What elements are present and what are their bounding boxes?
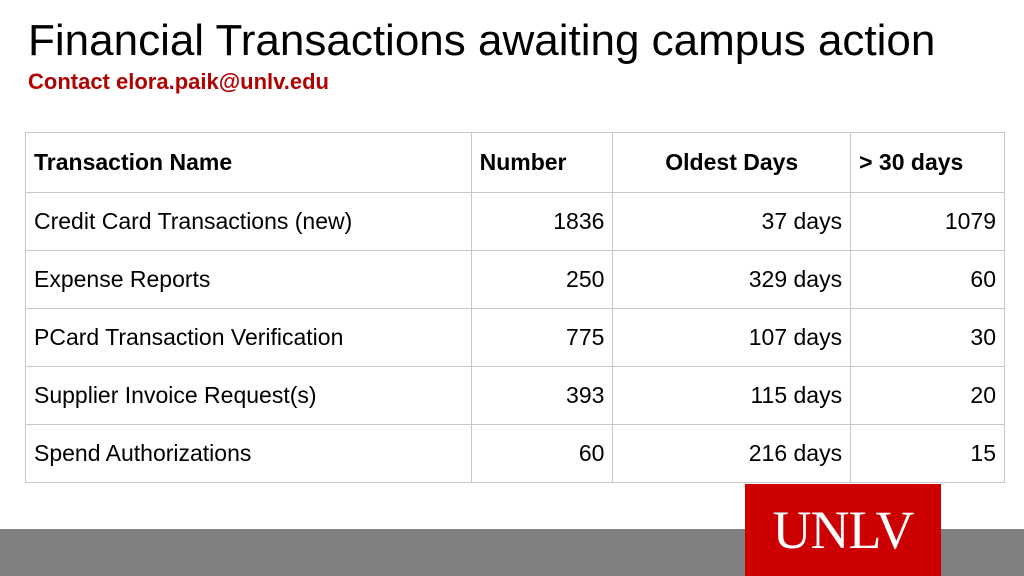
table-row: Spend Authorizations 60 216 days 15: [25, 424, 1005, 483]
oldest-days-cell: 107 days: [612, 308, 852, 367]
header-over-30-days: > 30 days: [850, 132, 1005, 193]
header-oldest-days: Oldest Days: [612, 132, 852, 193]
unlv-logo: UNLV: [745, 484, 941, 576]
table-row: Supplier Invoice Request(s) 393 115 days…: [25, 366, 1005, 425]
oldest-days-cell: 216 days: [612, 424, 852, 483]
number-cell: 250: [470, 250, 614, 309]
header-number: Number: [470, 132, 614, 193]
slide-title: Financial Transactions awaiting campus a…: [28, 16, 936, 65]
number-cell: 393: [470, 366, 614, 425]
transaction-name-cell: PCard Transaction Verification: [25, 308, 472, 367]
over-30-days-cell: 60: [850, 250, 1005, 309]
header-transaction-name: Transaction Name: [25, 132, 472, 193]
over-30-days-cell: 20: [850, 366, 1005, 425]
number-cell: 60: [470, 424, 614, 483]
table-row: PCard Transaction Verification 775 107 d…: [25, 308, 1005, 367]
oldest-days-cell: 115 days: [612, 366, 852, 425]
table-row: Expense Reports 250 329 days 60: [25, 250, 1005, 309]
transaction-name-cell: Credit Card Transactions (new): [25, 192, 472, 251]
logo-text: UNLV: [772, 500, 914, 560]
transactions-table: Transaction Name Number Oldest Days > 30…: [25, 132, 1005, 483]
table-row: Credit Card Transactions (new) 1836 37 d…: [25, 192, 1005, 251]
oldest-days-cell: 329 days: [612, 250, 852, 309]
contact-line: Contact elora.paik@unlv.edu: [28, 69, 329, 94]
oldest-days-cell: 37 days: [612, 192, 852, 251]
over-30-days-cell: 15: [850, 424, 1005, 483]
transaction-name-cell: Spend Authorizations: [25, 424, 472, 483]
over-30-days-cell: 1079: [850, 192, 1005, 251]
over-30-days-cell: 30: [850, 308, 1005, 367]
transaction-name-cell: Supplier Invoice Request(s): [25, 366, 472, 425]
number-cell: 775: [470, 308, 614, 367]
table-header-row: Transaction Name Number Oldest Days > 30…: [25, 132, 1005, 193]
number-cell: 1836: [470, 192, 614, 251]
transaction-name-cell: Expense Reports: [25, 250, 472, 309]
